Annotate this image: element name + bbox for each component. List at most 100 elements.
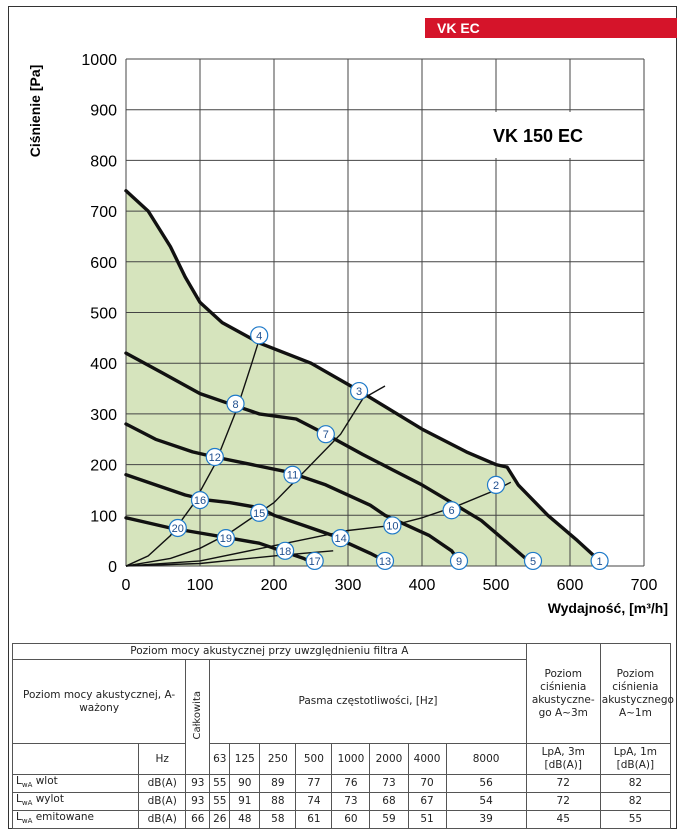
table-cell: dB(A) [138,792,187,812]
fan-curve-4 [124,473,391,568]
operating-point-label: 8 [232,399,238,411]
table-cell: 48 [229,810,261,830]
fan-curve-2 [124,351,535,568]
operating-point-label: 7 [323,429,329,441]
operating-point-15 [250,503,269,522]
y-tick-label: 600 [90,255,117,272]
table-cell: 74 [295,792,333,812]
operating-point-14 [331,529,350,548]
y-tick-label: 500 [90,306,117,323]
operating-point-label: 20 [172,523,184,535]
total-header: Całkowita [185,659,211,775]
lpa3-header: Poziom ciśnienia akustyczne-go A~3m [525,643,601,744]
band-header: 250 [259,743,297,775]
table-cell: 73 [369,773,409,794]
table-cell: 76 [331,773,371,794]
table-cell: 51 [407,810,447,830]
table-cell: 61 [295,810,333,830]
table-cell: 72 [525,773,601,794]
y-tick-label: 1000 [81,52,117,69]
y-tick-label: 700 [90,204,117,221]
band-header: 500 [295,743,333,775]
table-cell: 77 [295,773,333,794]
operating-point-label: 18 [279,546,291,558]
table-cell: 70 [407,773,447,794]
operating-point-label: 19 [220,533,232,545]
table-cell: 91 [229,792,261,812]
acoustic-table: Poziom mocy akustycznej przy uwzględnien… [11,643,674,830]
x-tick-label: 400 [409,577,436,594]
y-tick-label: 200 [90,458,117,475]
table-cell: 90 [229,773,261,794]
operating-point-label: 4 [256,330,262,342]
x-tick-label: 300 [335,577,362,594]
hz-label: Hz [138,743,187,775]
row-label: LwA wlot [11,773,140,794]
table-cell: 89 [259,773,297,794]
operating-area [126,190,602,566]
y-tick-label: 300 [90,407,117,424]
fan-curve-1 [124,189,604,568]
table-cell: 58 [259,810,297,830]
y-axis-label: Ciśnienie [Pa] [27,65,43,158]
operating-point-12 [205,447,224,467]
table-cell: 66 [185,810,211,830]
operating-point-3 [350,381,369,401]
operating-point-11 [283,465,302,484]
operating-point-20 [168,518,187,538]
table-cell: dB(A) [138,773,187,794]
table-cell: 93 [185,773,211,794]
operating-point-label: 16 [194,495,206,507]
operating-point-label: 15 [253,508,265,520]
operating-point-label: 5 [530,556,536,568]
x-axis-label: Wydajność, [m³/h] [548,600,668,616]
operating-point-label: 12 [209,452,221,464]
row-label: LwA wylot [11,792,140,812]
operating-point-7 [316,425,335,444]
table-cell: 93 [185,792,211,812]
table-cell: 59 [369,810,409,830]
table-cell: 68 [369,792,409,812]
y-tick-label: 0 [108,559,117,576]
x-tick-label: 0 [122,577,131,594]
table-cell: 55 [599,810,672,830]
table-cell: 55 [209,773,231,794]
operating-point-label: 6 [449,505,455,517]
band-header: 63 [209,743,231,775]
table-cell: 82 [599,773,672,794]
chart-title: VK 150 EC [493,126,583,146]
fan-curve-3 [124,422,463,568]
x-tick-label: 700 [631,577,658,594]
row-label-sub: wA [21,781,33,790]
table-cell: 67 [407,792,447,812]
table-cell: dB(A) [138,810,187,830]
row-label-sub: wA [21,817,33,826]
row-label-main: L [16,811,22,824]
empty-cell [11,743,140,775]
x-tick-label: 200 [261,577,288,594]
lpa1-unit: LpA, 1m [dB(A)] [599,743,672,775]
table-row: LwA emitowane dB(A) 66 26 48 58 61 60 59 51 39 45 55 [11,810,672,830]
table-title: Poziom mocy akustycznej przy uwzględnien… [12,643,527,660]
operating-point-label: 11 [287,470,298,482]
band-header: 1000 [331,743,371,775]
table-cell: 55 [209,792,231,812]
total-label: Całkowita [192,690,204,740]
operating-point-4 [250,326,269,345]
row-label-name: wylot [32,793,64,806]
band-header: 4000 [407,743,447,775]
operating-point-10 [383,516,402,535]
operating-point-label: 17 [309,556,321,568]
operating-point-label: 1 [597,556,603,568]
bands-label: Pasma częstotliwości, [Hz] [209,659,527,744]
y-tick-label: 900 [90,103,117,120]
band-header: 2000 [369,743,409,775]
row-label-sub: wA [21,799,33,808]
operating-point-5 [523,551,543,571]
system-curve-1 [125,327,264,567]
table-cell: 73 [331,792,371,812]
x-tick-label: 100 [187,577,214,594]
table-cell: 26 [209,810,231,830]
table-cell: 45 [525,810,601,830]
brand-tag: VK EC [425,18,677,38]
